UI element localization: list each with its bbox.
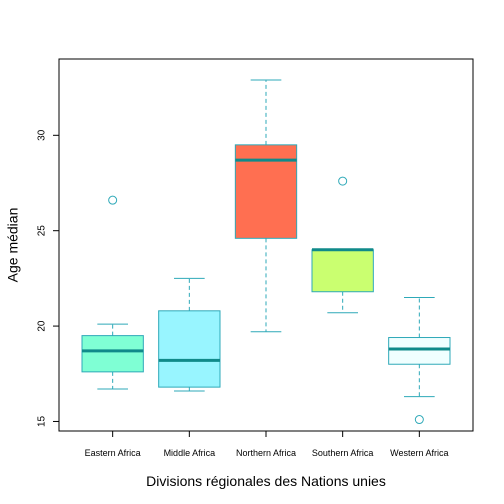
x-tick-label: Middle Africa <box>164 448 216 458</box>
x-tick-label: Southern Africa <box>312 448 374 458</box>
x-tick-label: Northern Africa <box>236 448 296 458</box>
box-iqr <box>388 337 451 365</box>
outlier-point <box>108 195 118 205</box>
plot-frame <box>58 58 474 432</box>
box-iqr <box>158 310 221 388</box>
outlier-point <box>414 415 424 425</box>
box-middle-africa <box>158 277 221 392</box>
x-tick-label: Eastern Africa <box>85 448 141 458</box>
x-tick-label: Western Africa <box>390 448 448 458</box>
x-axis-title: Divisions régionales des Nations unies <box>146 473 386 489</box>
box-series <box>81 79 451 425</box>
box-northern-africa <box>234 79 298 333</box>
y-tick-label: 20 <box>37 320 48 332</box>
box-southern-africa <box>311 176 374 314</box>
x-axis: Eastern Africa Middle Africa Northern Afri… <box>85 431 449 458</box>
y-tick-label: 25 <box>37 225 48 237</box>
box-iqr <box>81 335 144 373</box>
box-eastern-africa <box>81 195 144 390</box>
y-tick-label: 15 <box>37 415 48 427</box>
box-western-africa <box>388 296 451 425</box>
y-tick-label: 30 <box>37 129 48 141</box>
outlier-point <box>338 176 348 186</box>
y-axis-title: Age médian <box>5 208 21 283</box>
box-iqr <box>311 249 374 293</box>
y-axis: 15 20 25 30 <box>37 129 59 427</box>
